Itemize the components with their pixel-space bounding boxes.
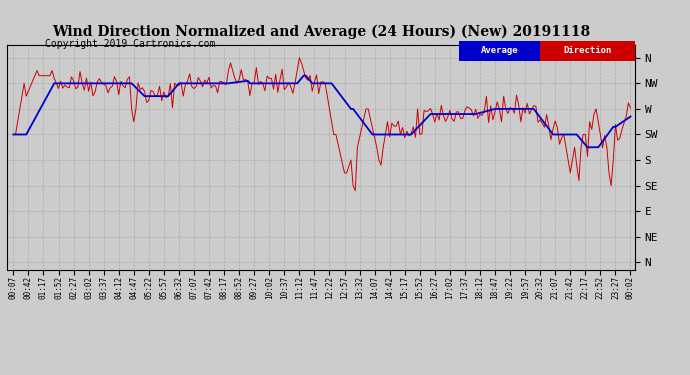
Title: Wind Direction Normalized and Average (24 Hours) (New) 20191118: Wind Direction Normalized and Average (2… [52,25,590,39]
Text: Copyright 2019 Cartronics.com: Copyright 2019 Cartronics.com [45,39,215,50]
